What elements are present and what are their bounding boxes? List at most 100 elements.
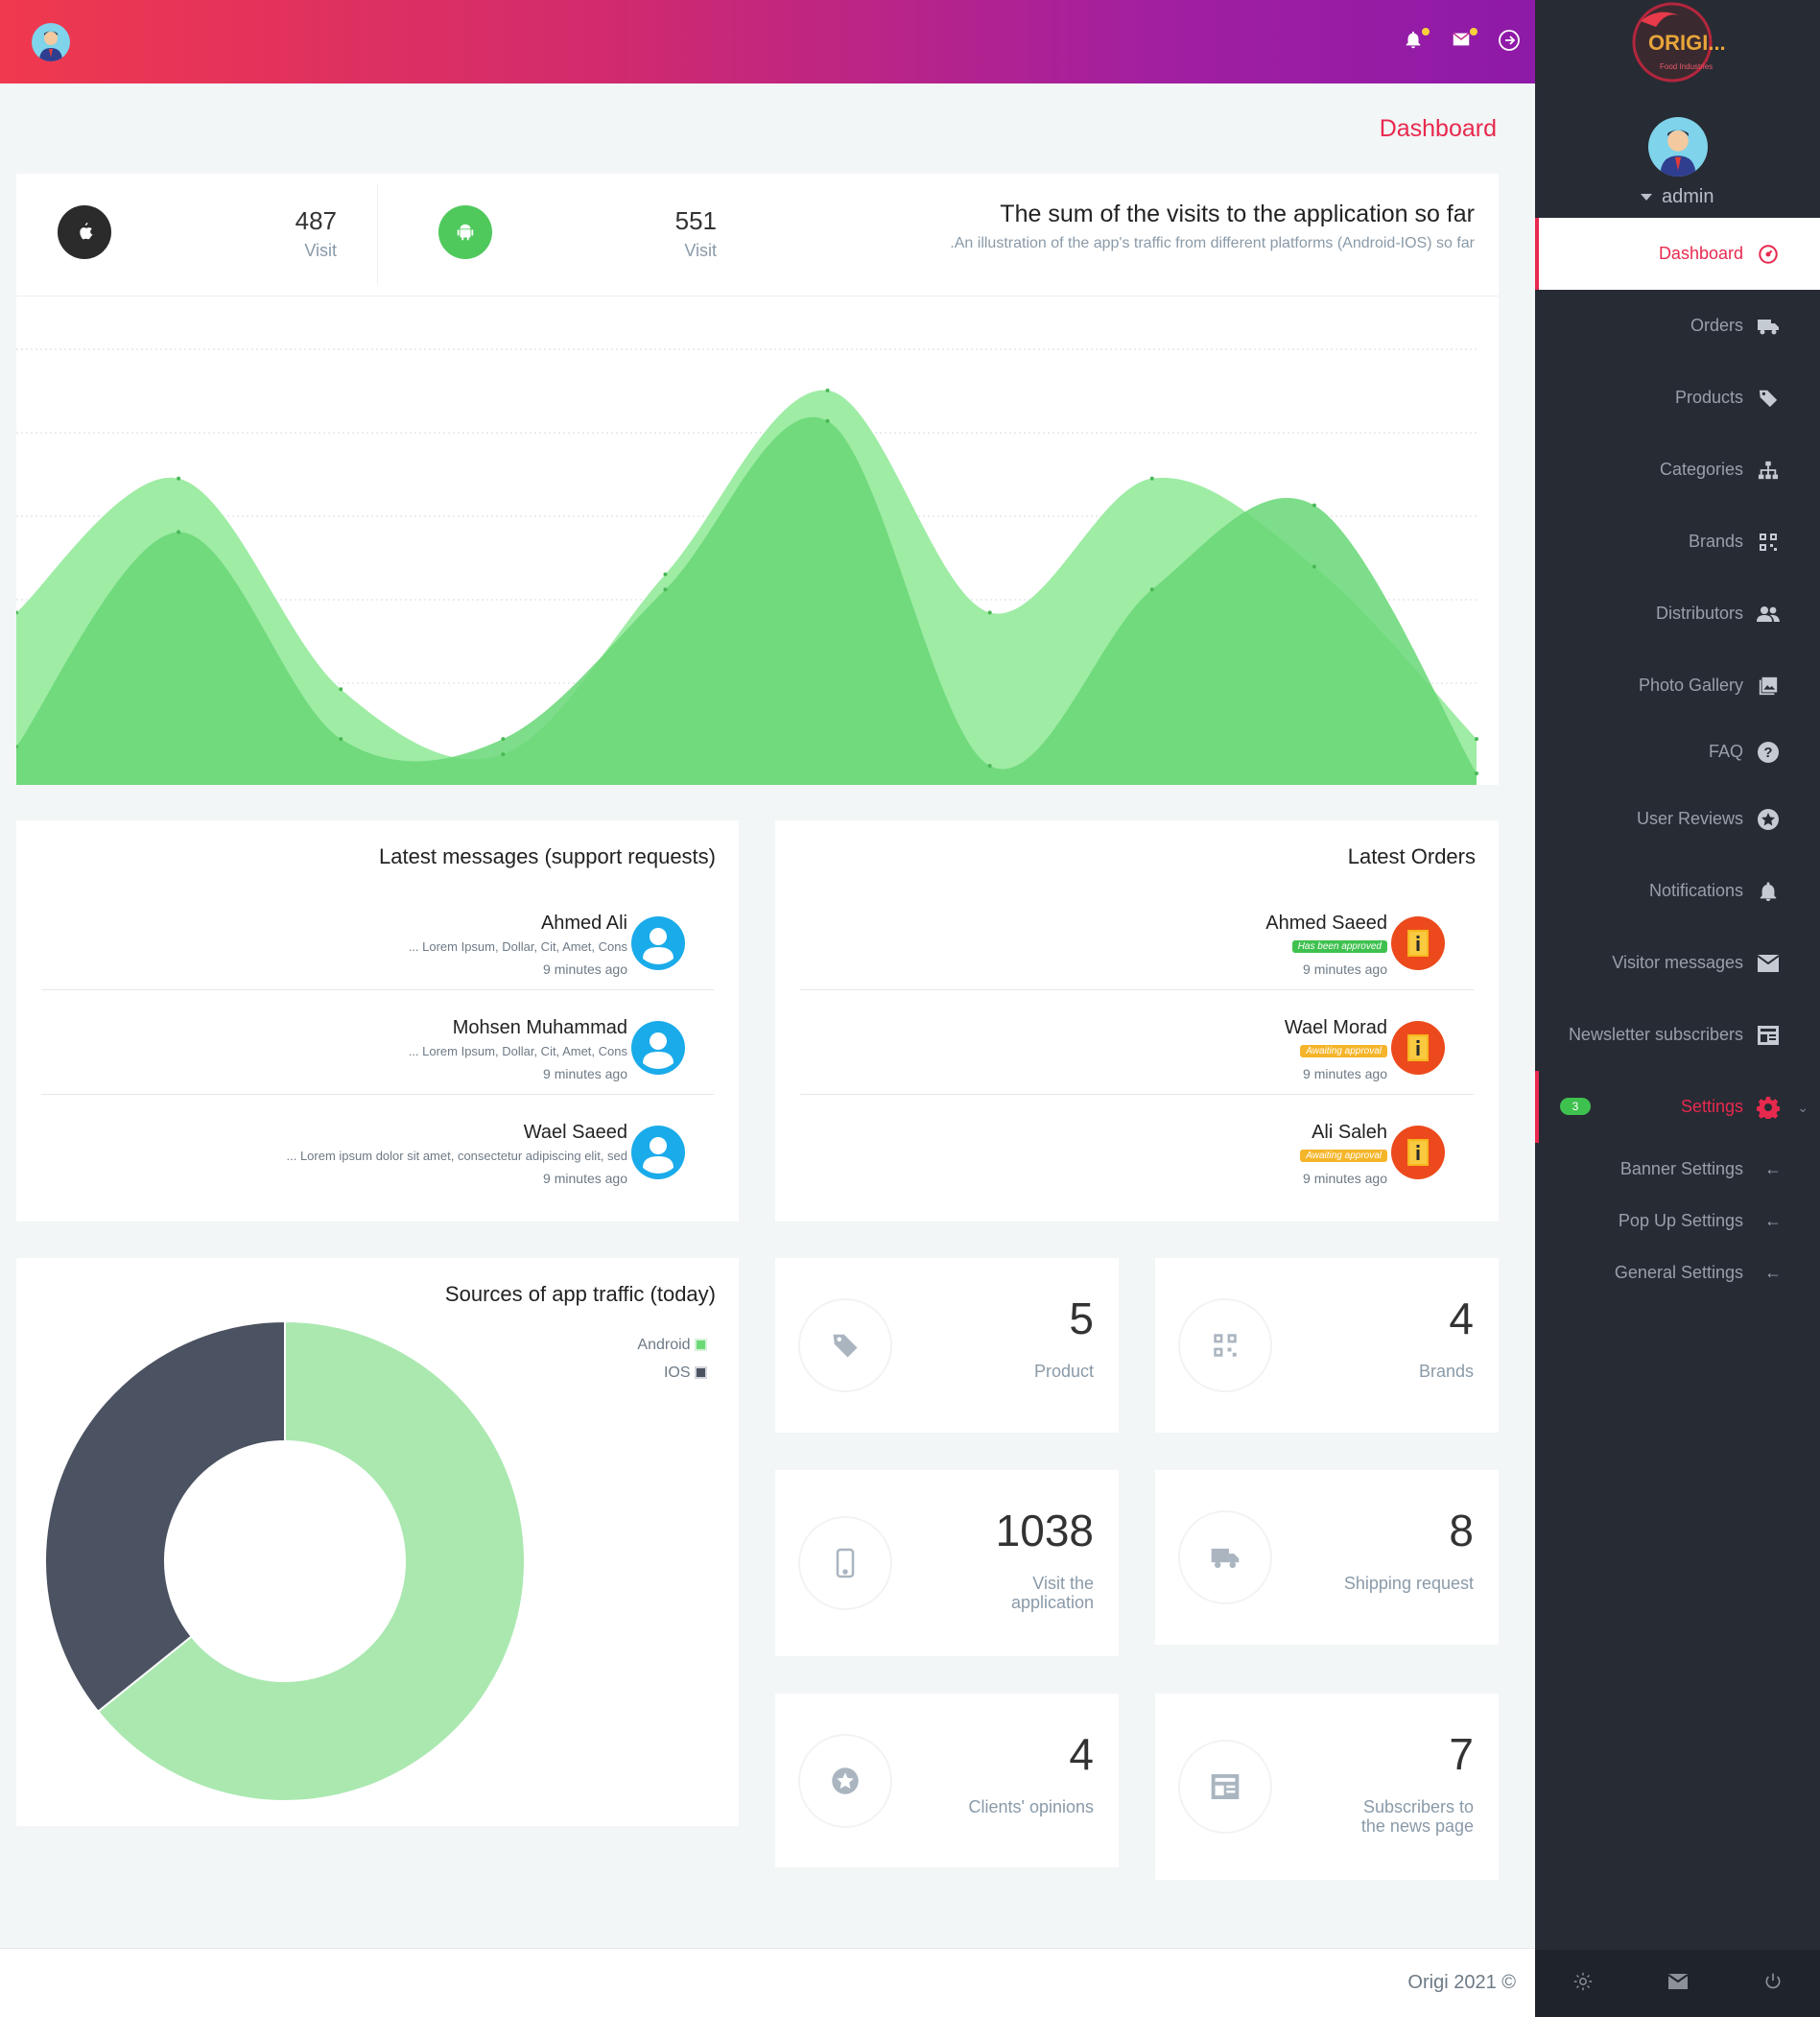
sidebar-item-categories[interactable]: Categories bbox=[1535, 434, 1820, 506]
customer-name: Wael Morad bbox=[1284, 1017, 1387, 1038]
sidebar-subitem-label: General Settings bbox=[1614, 1262, 1743, 1282]
latest-messages-card: Latest messages (support requests) Ahmed… bbox=[16, 820, 739, 1222]
visits-title: The sum of the visits to the application… bbox=[1000, 201, 1475, 227]
stat-card-products[interactable]: 5 Product bbox=[775, 1258, 1119, 1433]
pie-slice-android bbox=[96, 1321, 525, 1801]
sidebar-item-dashboard[interactable]: Dashboard bbox=[1535, 218, 1820, 290]
legend-swatch bbox=[695, 1366, 707, 1380]
user-avatar-icon bbox=[631, 916, 685, 970]
data-point bbox=[663, 587, 668, 592]
power-icon[interactable] bbox=[1763, 1972, 1783, 1996]
sidebar-user-avatar[interactable] bbox=[1648, 117, 1708, 177]
message-snippet: ... Lorem Ipsum, Dollar, Cit, Amet, Cons bbox=[408, 939, 627, 954]
stat-card-brands[interactable]: 4 Brands bbox=[1155, 1258, 1499, 1433]
stat-value: 4 bbox=[1069, 1729, 1094, 1779]
data-point bbox=[1149, 587, 1154, 592]
sidebar-item-faq[interactable]: FAQ ? bbox=[1535, 716, 1820, 788]
star-icon bbox=[798, 1734, 892, 1828]
top-user-avatar[interactable] bbox=[32, 23, 70, 61]
ios-visit-count: 487 bbox=[295, 206, 337, 235]
stat-label: Shipping request bbox=[1343, 1574, 1474, 1593]
sidebar-subitem-banner-settings[interactable]: Banner Settings ← bbox=[1535, 1145, 1820, 1193]
order-time: 9 minutes ago bbox=[1303, 1066, 1387, 1081]
data-point bbox=[16, 610, 18, 615]
legend-swatch bbox=[695, 1339, 707, 1352]
arrow-left-icon: ← bbox=[1764, 1210, 1782, 1230]
data-point bbox=[987, 610, 992, 615]
sidebar-item-settings[interactable]: 3 Settings ⌄ bbox=[1535, 1071, 1820, 1143]
sitemap-icon bbox=[1755, 457, 1782, 484]
data-point bbox=[1149, 476, 1154, 481]
ios-visit-label: Visit bbox=[304, 241, 337, 260]
newspaper-icon bbox=[1178, 1740, 1272, 1834]
list-item[interactable]: Mohsen Muhammad ... Lorem Ipsum, Dollar,… bbox=[16, 1006, 739, 1109]
sidebar-item-photo-gallery[interactable]: Photo Gallery bbox=[1535, 650, 1820, 722]
sidebar-item-visitor-messages[interactable]: Visitor messages bbox=[1535, 927, 1820, 999]
android-visit-count: 551 bbox=[674, 206, 717, 235]
stat-card-newsletter-subscribers[interactable]: 7 Subscribers to the news page bbox=[1155, 1694, 1499, 1880]
list-item[interactable]: Wael Morad Awaiting approval 9 minutes a… bbox=[775, 1006, 1499, 1109]
message-time: 9 minutes ago bbox=[543, 1171, 627, 1186]
sidebar-item-notifications[interactable]: Notifications bbox=[1535, 855, 1820, 927]
settings-badge: 3 bbox=[1560, 1098, 1591, 1115]
orders-title: Latest Orders bbox=[1347, 844, 1476, 868]
sidebar-item-label: Distributors bbox=[1655, 604, 1743, 623]
bell-icon bbox=[1755, 878, 1782, 905]
logo-subtext: Food Industries bbox=[1660, 62, 1713, 71]
sidebar-item-label: Orders bbox=[1690, 316, 1743, 335]
sidebar-item-label: Products bbox=[1674, 388, 1743, 407]
envelope-icon[interactable] bbox=[1667, 1973, 1690, 1995]
visits-card: 487 Visit 551 Visit The sum of the visit… bbox=[16, 174, 1499, 785]
bell-icon[interactable] bbox=[1403, 28, 1430, 54]
dashboard-icon bbox=[1755, 241, 1782, 268]
stat-card-app-visits[interactable]: 1038 Visit the application bbox=[775, 1470, 1119, 1656]
star-icon bbox=[1755, 806, 1782, 833]
divider bbox=[41, 989, 714, 990]
sidebar-item-distributors[interactable]: Distributors bbox=[1535, 578, 1820, 650]
sidebar-subitem-general-settings[interactable]: General Settings ← bbox=[1535, 1248, 1820, 1296]
user-avatar-icon bbox=[631, 1126, 685, 1179]
sidebar-item-newsletter-subscribers[interactable]: Newsletter subscribers bbox=[1535, 999, 1820, 1071]
tags-icon bbox=[798, 1298, 892, 1392]
data-point bbox=[16, 745, 18, 749]
stat-card-client-opinions[interactable]: 4 Clients' opinions bbox=[775, 1694, 1119, 1867]
sidebar-item-brands[interactable]: Brands bbox=[1535, 506, 1820, 578]
stat-value: 1038 bbox=[995, 1506, 1094, 1555]
sidebar-item-label: Notifications bbox=[1648, 881, 1743, 900]
sidebar-item-label: Photo Gallery bbox=[1638, 676, 1743, 695]
user-menu-toggle[interactable]: admin bbox=[1641, 186, 1714, 208]
message-time: 9 minutes ago bbox=[543, 1066, 627, 1081]
sidebar-item-products[interactable]: Products bbox=[1535, 362, 1820, 434]
sign-out-icon[interactable] bbox=[1498, 29, 1523, 54]
stat-card-shipping-requests[interactable]: 8 Shipping request bbox=[1155, 1470, 1499, 1645]
list-item[interactable]: Ali Saleh Awaiting approval 9 minutes ag… bbox=[775, 1110, 1499, 1214]
top-bar bbox=[0, 0, 1535, 83]
traffic-title: Sources of app traffic (today) bbox=[444, 1282, 716, 1306]
stat-value: 4 bbox=[1449, 1293, 1474, 1343]
data-point bbox=[501, 737, 506, 742]
sidebar-subitem-pop-up-settings[interactable]: Pop Up Settings ← bbox=[1535, 1197, 1820, 1245]
sidebar-subitem-label: Pop Up Settings bbox=[1618, 1210, 1743, 1230]
brand-logo[interactable]: ORIGI... Food Industries bbox=[1619, 2, 1726, 84]
mobile-icon bbox=[798, 1516, 892, 1610]
divider bbox=[800, 1094, 1474, 1095]
customer-name: Ahmed Saeed bbox=[1265, 913, 1387, 934]
sidebar-item-orders[interactable]: Orders bbox=[1535, 290, 1820, 362]
list-item[interactable]: Wael Saeed ... Lorem ipsum dolor sit ame… bbox=[16, 1110, 739, 1214]
list-item[interactable]: Ahmed Saeed Has been approved 9 minutes … bbox=[775, 901, 1499, 1005]
stat-label: Product bbox=[1033, 1362, 1094, 1381]
gear-icon[interactable] bbox=[1572, 1971, 1594, 1997]
stat-value: 5 bbox=[1069, 1293, 1094, 1343]
list-item[interactable]: Ahmed Ali ... Lorem Ipsum, Dollar, Cit, … bbox=[16, 901, 739, 1005]
sidebar-item-label: Newsletter subscribers bbox=[1568, 1025, 1743, 1044]
data-point bbox=[1312, 564, 1316, 569]
legend-label: IOS bbox=[663, 1364, 691, 1381]
data-point bbox=[825, 418, 830, 423]
sidebar-item-user-reviews[interactable]: User Reviews bbox=[1535, 783, 1820, 855]
sidebar-item-label: User Reviews bbox=[1636, 809, 1743, 828]
visits-area-chart bbox=[16, 348, 1478, 785]
envelope-icon[interactable] bbox=[1451, 28, 1477, 54]
message-time: 9 minutes ago bbox=[543, 961, 627, 977]
stat-label: Brands bbox=[1418, 1362, 1474, 1381]
data-point bbox=[987, 764, 992, 769]
